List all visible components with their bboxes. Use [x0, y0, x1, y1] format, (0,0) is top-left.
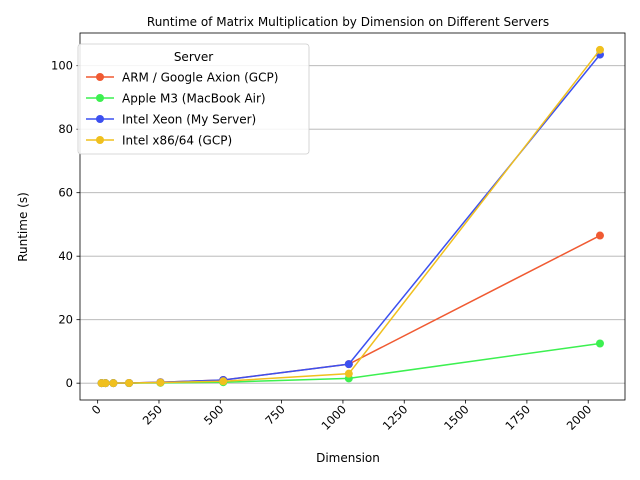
- legend-label: Intel x86/64 (GCP): [122, 134, 232, 148]
- x-tick-label: 1000: [318, 402, 349, 433]
- legend-label: ARM / Google Axion (GCP): [122, 71, 278, 85]
- y-axis: 0 20 40 60 80 100: [51, 59, 80, 390]
- legend-marker: [96, 73, 104, 81]
- data-point: [125, 379, 134, 388]
- legend-title: Server: [174, 50, 213, 64]
- plot-frame: [79, 32, 626, 401]
- y-axis-label: Runtime (s): [16, 192, 30, 262]
- x-tick-label: 250: [140, 402, 165, 427]
- x-tick-label: 2000: [564, 402, 595, 433]
- data-point: [595, 339, 604, 348]
- x-tick-label: 500: [201, 402, 226, 427]
- legend-item: Intel Xeon (My Server): [86, 113, 256, 127]
- x-axis: 0 250 500 750 1000 1250 1500 1750 2000: [89, 400, 595, 433]
- x-tick-label: 0: [89, 402, 104, 417]
- legend-marker: [96, 94, 104, 102]
- data-point: [344, 369, 353, 378]
- legend-marker: [96, 136, 104, 144]
- legend-item: Intel x86/64 (GCP): [86, 134, 232, 148]
- data-point: [101, 379, 110, 388]
- legend-label: Intel Xeon (My Server): [122, 113, 256, 127]
- data-point: [156, 378, 165, 387]
- data-point: [595, 45, 604, 54]
- legend-item: ARM / Google Axion (GCP): [86, 71, 278, 85]
- x-tick-label: 750: [262, 402, 287, 427]
- y-tick-label: 0: [66, 376, 73, 390]
- data-point: [219, 377, 228, 386]
- y-tick-label: 20: [58, 313, 73, 327]
- data-point: [109, 379, 118, 388]
- legend-item: Apple M3 (MacBook Air): [86, 92, 266, 106]
- y-tick-label: 40: [58, 249, 73, 263]
- data-point: [595, 231, 604, 240]
- x-tick-label: 1250: [380, 402, 411, 433]
- series: [97, 45, 604, 388]
- x-tick-label: 1750: [502, 402, 533, 433]
- legend: Server ARM / Google Axion (GCP) Apple M3 (…: [77, 43, 310, 155]
- x-tick-label: 1500: [441, 402, 472, 433]
- data-point: [344, 360, 353, 369]
- chart-title: Runtime of Matrix Multiplication by Dime…: [147, 15, 549, 29]
- legend-label: Apple M3 (MacBook Air): [122, 92, 266, 106]
- series-layer: [97, 45, 604, 388]
- legend-box: [77, 43, 310, 155]
- x-axis-label: Dimension: [316, 451, 380, 465]
- y-tick-label: 60: [58, 186, 73, 200]
- legend-marker: [96, 115, 104, 123]
- y-tick-label: 100: [51, 59, 73, 73]
- y-tick-label: 80: [58, 122, 73, 136]
